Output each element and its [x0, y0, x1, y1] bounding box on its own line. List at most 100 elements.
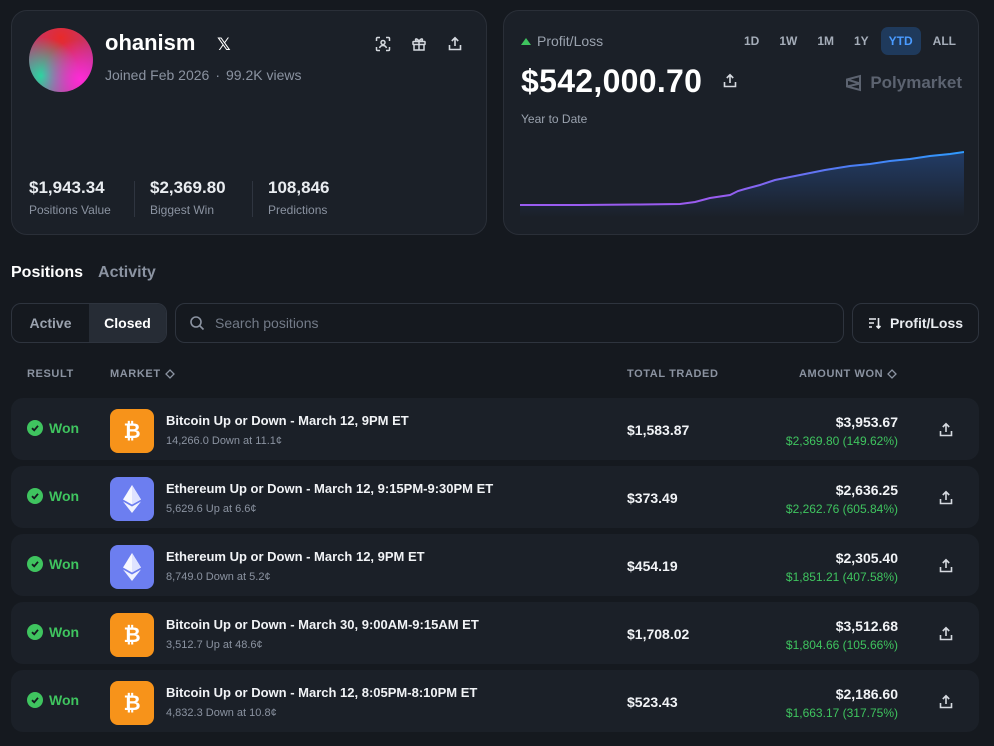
result-label: Won	[49, 692, 80, 708]
svg-text:₿: ₿	[123, 419, 140, 443]
table-row[interactable]: Won Ethereum Up or Down - March 12, 9PM …	[11, 534, 979, 596]
header-market[interactable]: MARKET	[110, 368, 175, 380]
sort-icon	[868, 318, 882, 330]
check-circle-icon	[27, 488, 43, 504]
profit-value: $2,262.76 (605.84%)	[785, 502, 898, 516]
amount-won-value: $3,512.68	[835, 618, 898, 634]
gift-icon[interactable]	[408, 33, 430, 55]
result-label: Won	[49, 420, 80, 436]
total-traded: $1,708.02	[627, 626, 690, 642]
view-count: 99.2K views	[225, 67, 302, 83]
share-icon[interactable]	[938, 490, 954, 506]
x-logo-icon[interactable]: 𝕏	[217, 35, 231, 54]
sort-diamond-icon	[887, 369, 898, 379]
amount-won: $2,305.40 $1,851.21 (407.58%)	[786, 550, 898, 584]
bitcoin-coin-icon: ₿	[110, 409, 154, 453]
result-label: Won	[49, 556, 80, 572]
triangle-up-icon	[521, 37, 531, 45]
range-ytd[interactable]: YTD	[880, 27, 921, 55]
avatar[interactable]	[29, 28, 93, 92]
amount-won: $2,186.60 $1,663.17 (317.75%)	[786, 686, 898, 720]
result-badge: Won	[27, 556, 79, 572]
stat-label: Biggest Win	[150, 203, 215, 217]
check-circle-icon	[27, 556, 43, 572]
share-icon[interactable]	[938, 422, 954, 438]
svg-text:₿: ₿	[123, 691, 140, 715]
scan-icon[interactable]	[372, 33, 394, 55]
check-circle-icon	[27, 692, 43, 708]
market-title[interactable]: Bitcoin Up or Down - March 30, 9:00AM-9:…	[166, 617, 479, 632]
market-title[interactable]: Bitcoin Up or Down - March 12, 8:05PM-8:…	[166, 685, 478, 700]
search-box	[175, 303, 844, 343]
amount-won-value: $2,636.25	[835, 482, 898, 498]
pnl-period: Year to Date	[521, 112, 588, 126]
amount-won: $2,636.25 $2,262.76 (605.84%)	[786, 482, 898, 516]
market-position: 5,629.6 Up at 6.6¢	[166, 503, 257, 515]
share-icon[interactable]	[938, 626, 954, 642]
brand-logo: Polymarket	[845, 73, 962, 93]
search-icon	[190, 316, 205, 331]
ethereum-coin-icon	[110, 545, 154, 589]
chart-area	[520, 152, 964, 218]
market-title[interactable]: Bitcoin Up or Down - March 12, 9PM ET	[166, 413, 409, 428]
share-icon[interactable]	[938, 694, 954, 710]
table-row[interactable]: Won ₿ Bitcoin Up or Down - March 12, 8:0…	[11, 670, 979, 732]
tab-bar: Positions Activity	[11, 264, 156, 282]
result-label: Won	[49, 488, 80, 504]
check-circle-icon	[27, 624, 43, 640]
market-title[interactable]: Ethereum Up or Down - March 12, 9:15PM-9…	[166, 481, 494, 496]
search-input[interactable]	[215, 315, 843, 331]
svg-text:₿: ₿	[123, 623, 140, 647]
header-amount-won[interactable]: AMOUNT WON	[799, 368, 898, 380]
profit-value: $1,851.21 (407.58%)	[785, 570, 898, 584]
ethereum-coin-icon	[110, 477, 154, 521]
stat-positions-value: $1,943.34 Positions Value	[29, 178, 111, 217]
stat-value: $2,369.80	[150, 178, 226, 197]
total-traded: $1,583.87	[627, 422, 690, 438]
pnl-chart	[520, 151, 964, 218]
range-1m[interactable]: 1M	[817, 34, 834, 48]
pnl-card: Profit/Loss 1D 1W 1M 1Y YTD ALL $542,000…	[503, 10, 979, 235]
market-title[interactable]: Ethereum Up or Down - March 12, 9PM ET	[166, 549, 425, 564]
stat-value: $1,943.34	[29, 178, 105, 197]
table-row[interactable]: Won Ethereum Up or Down - March 12, 9:15…	[11, 466, 979, 528]
sort-button[interactable]: Profit/Loss	[852, 303, 979, 343]
stat-divider	[252, 181, 253, 217]
chart-line	[520, 151, 964, 206]
tab-positions[interactable]: Positions	[11, 264, 84, 281]
sort-label: Profit/Loss	[889, 315, 964, 331]
stat-biggest-win: $2,369.80 Biggest Win	[150, 178, 226, 217]
share-icon[interactable]	[722, 73, 740, 91]
tab-activity[interactable]: Activity	[98, 264, 156, 281]
range-selector: 1D 1W 1M 1Y YTD ALL	[736, 27, 964, 55]
pnl-label-text: Profit/Loss	[537, 33, 604, 49]
share-icon[interactable]	[938, 558, 954, 574]
table-row[interactable]: Won ₿ Bitcoin Up or Down - March 12, 9PM…	[11, 398, 979, 460]
filter-active-button[interactable]: Active	[29, 315, 72, 331]
stat-predictions: 108,846 Predictions	[268, 178, 329, 217]
total-traded: $373.49	[627, 490, 678, 506]
status-toggle: Active Closed	[11, 303, 167, 343]
range-1y[interactable]: 1Y	[853, 34, 869, 48]
market-position: 3,512.7 Up at 48.6¢	[166, 639, 263, 651]
share-icon[interactable]	[444, 33, 466, 55]
header-total-traded: TOTAL TRADED	[627, 368, 719, 380]
filter-closed-button[interactable]: Closed	[89, 304, 166, 342]
result-badge: Won	[27, 692, 79, 708]
bitcoin-icon: ₿	[123, 419, 140, 443]
header-market-label: MARKET	[110, 368, 161, 380]
range-1d[interactable]: 1D	[743, 34, 760, 48]
polymarket-logo-icon	[846, 74, 862, 92]
amount-won: $3,953.67 $2,369.80 (149.62%)	[786, 414, 898, 448]
profit-value: $2,369.80 (149.62%)	[785, 434, 898, 448]
amount-won: $3,512.68 $1,804.66 (105.66%)	[786, 618, 898, 652]
bitcoin-icon: ₿	[123, 691, 140, 715]
range-1w[interactable]: 1W	[779, 34, 798, 48]
table-row[interactable]: Won ₿ Bitcoin Up or Down - March 30, 9:0…	[11, 602, 979, 664]
brand-name: Polymarket	[870, 73, 962, 92]
profile-card: ohanism 𝕏 Joined Feb 2026 · 99.2K views $1…	[11, 10, 487, 235]
ethereum-icon	[123, 553, 141, 581]
range-all[interactable]: ALL	[932, 34, 956, 48]
result-badge: Won	[27, 420, 79, 436]
check-circle-icon	[27, 420, 43, 436]
